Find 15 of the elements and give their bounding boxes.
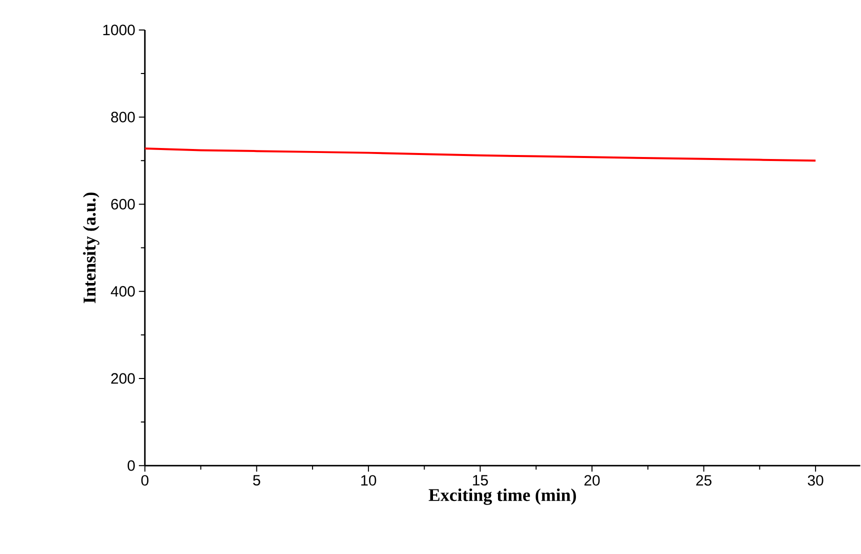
- y-tick-label: 1000: [103, 24, 135, 36]
- x-tick-label: 10: [361, 475, 376, 486]
- x-tick-label: 30: [808, 475, 824, 486]
- x-tick-label: 15: [473, 475, 488, 486]
- x-tick-label: 0: [141, 475, 148, 486]
- x-tick-label: 25: [696, 475, 712, 486]
- y-tick-label: 600: [111, 199, 135, 210]
- y-axis-title: Intensity (a.u.): [83, 192, 100, 304]
- y-tick-label: 800: [111, 112, 135, 123]
- x-tick-label: 5: [253, 475, 260, 486]
- x-axis-title: Exciting time (min): [428, 488, 576, 506]
- y-tick-label: 200: [111, 373, 135, 384]
- y-tick-label: 400: [110, 286, 135, 297]
- x-tick-label: 20: [584, 475, 600, 486]
- y-tick-label: 0: [128, 460, 135, 472]
